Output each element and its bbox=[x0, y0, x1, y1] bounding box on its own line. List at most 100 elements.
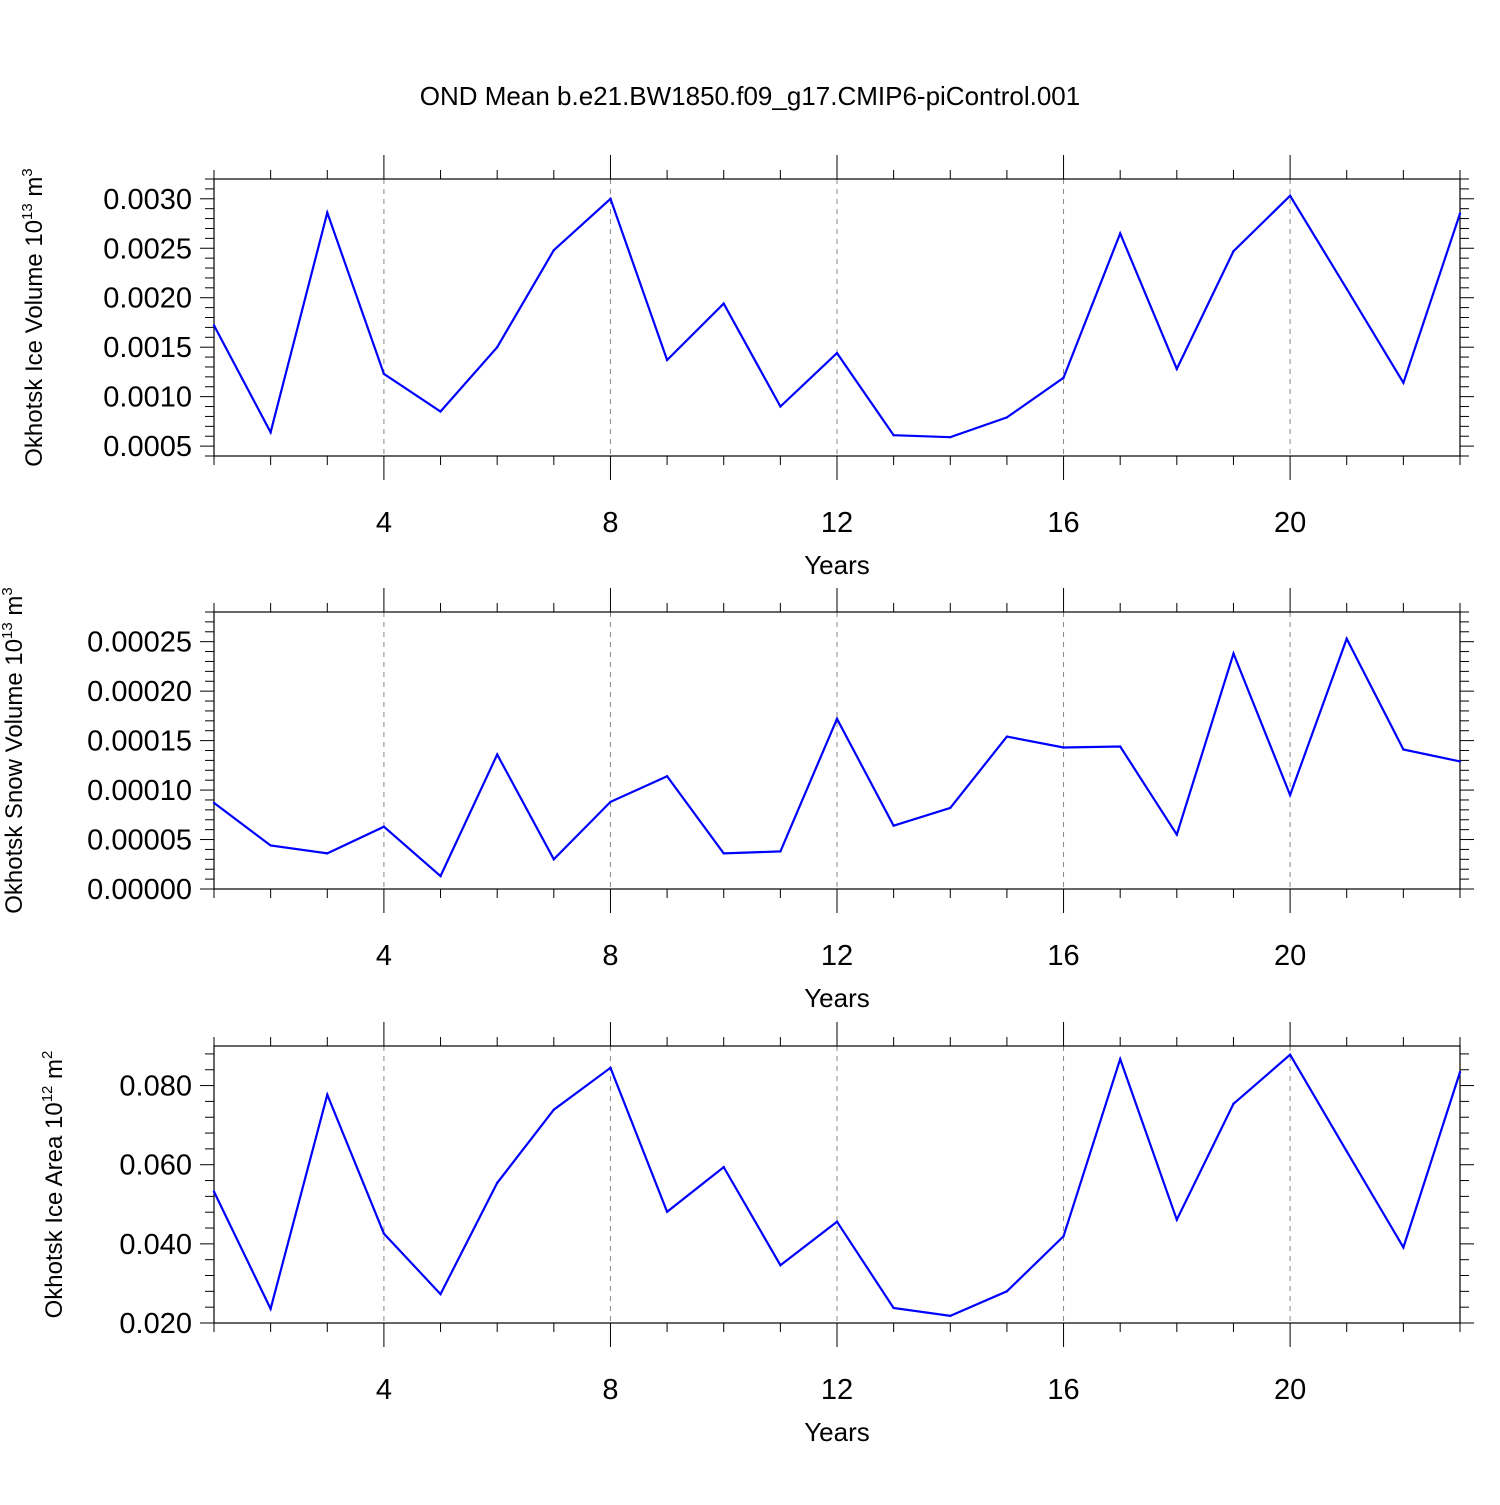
data-point bbox=[835, 1220, 839, 1223]
data-point bbox=[269, 1307, 272, 1310]
x-tick-label: 20 bbox=[1274, 507, 1306, 539]
data-point bbox=[552, 858, 556, 861]
x-tick-label: 16 bbox=[1047, 940, 1079, 972]
data-point bbox=[609, 800, 612, 804]
data-point bbox=[1175, 833, 1179, 836]
data-point bbox=[949, 1314, 952, 1318]
x-tick-label: 8 bbox=[602, 940, 618, 972]
x-tick-label: 20 bbox=[1274, 1374, 1306, 1406]
data-point bbox=[892, 434, 895, 437]
y-tick-label: 0.0015 bbox=[103, 332, 192, 364]
x-tick-label: 4 bbox=[376, 940, 392, 972]
data-point bbox=[1458, 1070, 1462, 1074]
data-point bbox=[835, 351, 839, 355]
data-point bbox=[1232, 652, 1235, 655]
y-axis-label: Okhotsk Ice Volume 1013 m3 bbox=[19, 168, 48, 467]
data-point bbox=[212, 801, 216, 805]
chart-title: OND Mean b.e21.BW1850.f09_g17.CMIP6-piCo… bbox=[420, 81, 1080, 111]
x-tick-label: 12 bbox=[821, 1374, 853, 1406]
data-point bbox=[439, 410, 442, 413]
y-tick-label: 0.00010 bbox=[87, 775, 192, 807]
data-point bbox=[552, 249, 556, 252]
data-point bbox=[892, 824, 895, 827]
data-point bbox=[609, 1066, 612, 1069]
data-point bbox=[1402, 1246, 1405, 1249]
x-tick-label: 12 bbox=[821, 940, 853, 972]
data-point bbox=[552, 1108, 556, 1111]
plot-frame bbox=[213, 611, 1461, 890]
chart-panel-1: 0.0005 0.0010 0.0015 0.0020 0.0025 0.0030 4 8 12… bbox=[19, 155, 1474, 580]
x-axis-label: Years bbox=[804, 550, 870, 580]
data-point bbox=[665, 358, 669, 362]
y-tick-label: 0.0030 bbox=[103, 184, 192, 216]
data-point bbox=[892, 1306, 895, 1310]
y-tick-label: 0.00015 bbox=[87, 726, 192, 758]
data-point bbox=[1118, 745, 1122, 748]
data-point bbox=[722, 302, 725, 305]
data-point bbox=[1288, 194, 1292, 198]
chart-panel-3: 0.020 0.040 0.060 0.080 4 8 12 16 20 Years Okhotsk… bbox=[39, 1022, 1474, 1447]
data-point bbox=[1118, 232, 1122, 235]
x-tick-label: 8 bbox=[602, 507, 618, 539]
data-point bbox=[1345, 637, 1348, 640]
data-point bbox=[382, 372, 386, 376]
data-point bbox=[1345, 1150, 1348, 1153]
data-point bbox=[779, 850, 782, 853]
y-tick-label: 0.0020 bbox=[103, 283, 192, 315]
data-point bbox=[1062, 1235, 1065, 1238]
data-point bbox=[779, 1264, 782, 1267]
x-axis-label: Years bbox=[804, 983, 870, 1013]
data-point bbox=[1118, 1057, 1122, 1061]
data-point bbox=[439, 874, 442, 878]
data-point bbox=[326, 852, 329, 855]
y-tick-label: 0.00000 bbox=[87, 874, 192, 906]
y-tick-label: 0.0010 bbox=[103, 382, 192, 414]
data-point bbox=[1005, 1290, 1009, 1293]
data-point bbox=[1232, 250, 1235, 253]
data-point bbox=[665, 1210, 669, 1214]
data-point bbox=[495, 1181, 499, 1185]
data-point bbox=[495, 345, 499, 349]
data-point bbox=[212, 324, 216, 327]
data-point bbox=[1062, 746, 1065, 749]
data-point bbox=[665, 775, 669, 778]
x-tick-label: 12 bbox=[821, 507, 853, 539]
data-point bbox=[1175, 1218, 1179, 1221]
data-point bbox=[1062, 376, 1065, 380]
data-point bbox=[722, 852, 725, 855]
data-point bbox=[1402, 381, 1405, 384]
chart-panel-2: 0.00000 0.00005 0.00010 0.00015 0.00020 0.000… bbox=[0, 587, 1474, 1013]
data-point bbox=[722, 1165, 725, 1169]
data-point bbox=[949, 436, 952, 439]
y-tick-label: 0.0025 bbox=[103, 233, 192, 265]
x-tick-label: 8 bbox=[602, 1374, 618, 1406]
data-point bbox=[326, 211, 329, 214]
data-point bbox=[1458, 760, 1462, 763]
data-point bbox=[212, 1190, 216, 1193]
y-axis-label: Okhotsk Ice Area 1012 m2 bbox=[39, 1051, 68, 1319]
y-tick-label: 0.080 bbox=[119, 1071, 192, 1103]
y-tick-label: 0.060 bbox=[119, 1150, 192, 1182]
x-tick-label: 4 bbox=[376, 507, 392, 539]
data-point bbox=[495, 753, 499, 756]
y-tick-label: 0.00020 bbox=[87, 676, 192, 708]
data-point bbox=[1288, 1053, 1292, 1056]
y-tick-label: 0.00005 bbox=[87, 825, 192, 857]
y-tick-label: 0.020 bbox=[119, 1308, 192, 1340]
data-point bbox=[1288, 793, 1292, 797]
x-tick-label: 16 bbox=[1047, 1374, 1079, 1406]
x-tick-label: 16 bbox=[1047, 507, 1079, 539]
data-point bbox=[1005, 416, 1009, 419]
data-point bbox=[382, 1232, 386, 1235]
data-point bbox=[609, 197, 612, 200]
y-tick-label: 0.040 bbox=[119, 1229, 192, 1261]
y-axis-label: Okhotsk Snow Volume 1013 m3 bbox=[0, 587, 28, 914]
y-tick-label: 0.00025 bbox=[87, 627, 192, 659]
x-tick-label: 20 bbox=[1274, 940, 1306, 972]
data-point bbox=[1402, 748, 1405, 751]
data-point bbox=[326, 1093, 329, 1096]
plot-frame bbox=[213, 178, 1461, 457]
data-point bbox=[269, 844, 272, 847]
data-point bbox=[269, 431, 272, 434]
